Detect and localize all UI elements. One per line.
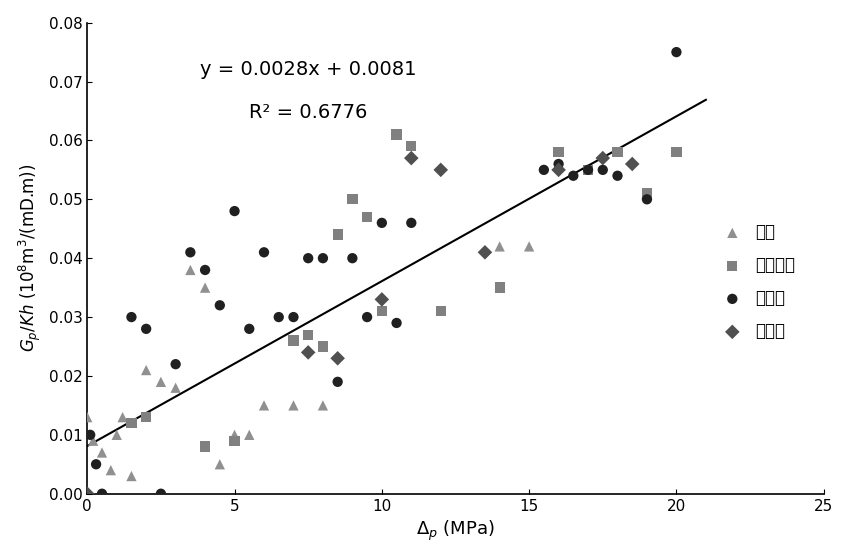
合川须二 xyxy=(493,283,507,292)
苏里格 xyxy=(95,489,109,498)
大牛地 xyxy=(596,153,609,162)
大牛地 xyxy=(331,354,344,363)
延长 xyxy=(139,366,153,375)
延长 xyxy=(87,436,100,445)
苏里格 xyxy=(83,430,97,439)
延长 xyxy=(228,430,241,439)
延长 xyxy=(258,401,271,410)
苏里格 xyxy=(360,312,374,321)
苏里格 xyxy=(125,312,139,321)
苏里格 xyxy=(596,165,609,174)
苏里格 xyxy=(139,324,153,333)
合川须二 xyxy=(552,148,565,157)
苏里格 xyxy=(375,218,388,227)
Text: R² = 0.6776: R² = 0.6776 xyxy=(249,102,367,122)
合川须二 xyxy=(640,189,654,198)
苏里格 xyxy=(670,48,683,57)
苏里格 xyxy=(198,265,212,274)
合川须二 xyxy=(302,330,315,339)
延长 xyxy=(286,401,300,410)
苏里格 xyxy=(242,324,256,333)
苏里格 xyxy=(169,360,183,368)
苏里格 xyxy=(390,319,404,328)
合川须二 xyxy=(198,442,212,451)
苏里格 xyxy=(302,254,315,263)
合川须二 xyxy=(331,230,344,239)
大牛地 xyxy=(302,348,315,357)
延长 xyxy=(125,472,139,480)
合川须二 xyxy=(375,307,388,316)
合川须二 xyxy=(390,130,404,139)
苏里格 xyxy=(566,171,580,180)
延长 xyxy=(184,265,197,274)
延长 xyxy=(242,430,256,439)
合川须二 xyxy=(228,436,241,445)
苏里格 xyxy=(346,254,360,263)
苏里格 xyxy=(610,171,624,180)
苏里格 xyxy=(405,218,418,227)
大牛地 xyxy=(479,248,492,257)
苏里格 xyxy=(552,160,565,169)
合川须二 xyxy=(346,195,360,204)
大牛地 xyxy=(81,489,94,498)
合川须二 xyxy=(581,165,595,174)
苏里格 xyxy=(316,254,330,263)
Text: y = 0.0028x + 0.0081: y = 0.0028x + 0.0081 xyxy=(200,60,416,80)
延长 xyxy=(110,430,123,439)
延长 xyxy=(198,283,212,292)
延长 xyxy=(523,242,536,251)
延长 xyxy=(104,466,117,475)
延长 xyxy=(169,383,183,392)
大牛地 xyxy=(626,160,639,169)
延长 xyxy=(493,242,507,251)
大牛地 xyxy=(552,165,565,174)
苏里格 xyxy=(258,248,271,257)
延长 xyxy=(213,460,227,469)
延长 xyxy=(116,413,129,422)
合川须二 xyxy=(434,307,448,316)
延长 xyxy=(154,377,167,386)
苏里格 xyxy=(640,195,654,204)
大牛地 xyxy=(405,153,418,162)
合川须二 xyxy=(125,418,139,427)
Y-axis label: $G_p/Kh$ ($10^8$m$^3$/(mD.m)): $G_p/Kh$ ($10^8$m$^3$/(mD.m)) xyxy=(17,164,43,352)
苏里格 xyxy=(581,165,595,174)
苏里格 xyxy=(154,489,167,498)
苏里格 xyxy=(272,312,286,321)
合川须二 xyxy=(139,413,153,422)
合川须二 xyxy=(670,148,683,157)
合川须二 xyxy=(610,148,624,157)
X-axis label: $\Delta_p$ (MPa): $\Delta_p$ (MPa) xyxy=(416,519,495,543)
延长 xyxy=(316,401,330,410)
Legend: 延长, 合川须二, 苏里格, 大牛地: 延长, 合川须二, 苏里格, 大牛地 xyxy=(711,218,801,346)
延长 xyxy=(81,413,94,422)
延长 xyxy=(95,448,109,457)
合川须二 xyxy=(360,212,374,221)
苏里格 xyxy=(184,248,197,257)
苏里格 xyxy=(331,377,344,386)
苏里格 xyxy=(228,207,241,216)
合川须二 xyxy=(286,336,300,345)
合川须二 xyxy=(405,142,418,151)
合川须二 xyxy=(316,342,330,351)
大牛地 xyxy=(375,295,388,304)
苏里格 xyxy=(286,312,300,321)
大牛地 xyxy=(434,165,448,174)
苏里格 xyxy=(213,301,227,310)
苏里格 xyxy=(537,165,551,174)
苏里格 xyxy=(89,460,103,469)
